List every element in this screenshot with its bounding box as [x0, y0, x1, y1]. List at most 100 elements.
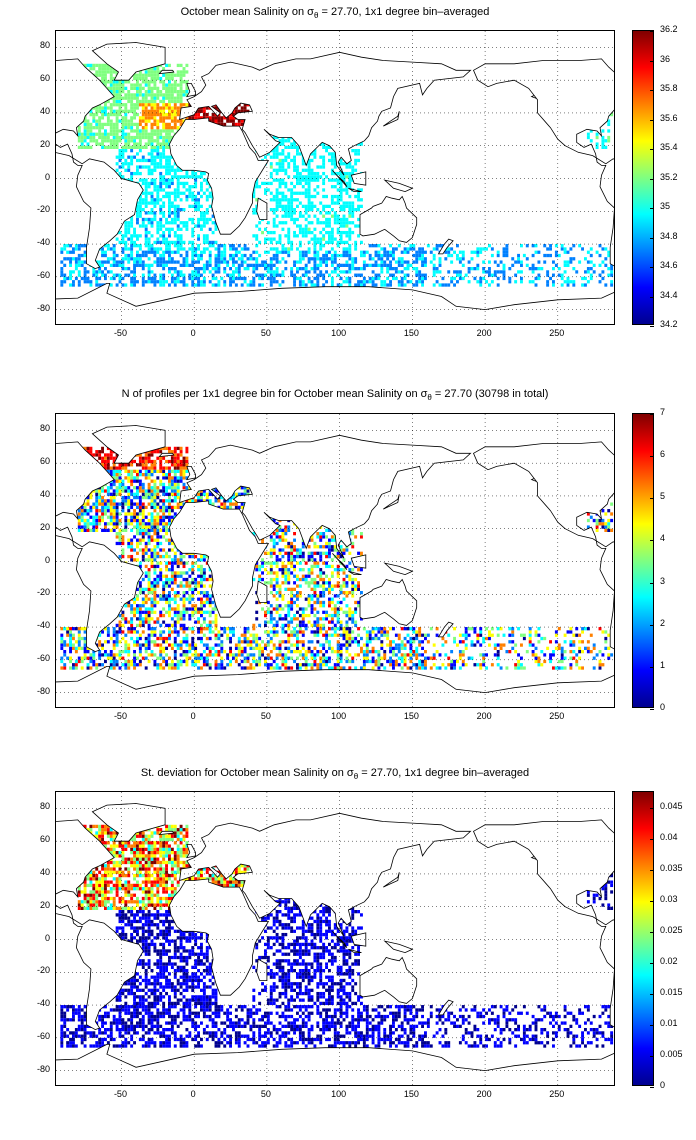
data-cell	[121, 175, 125, 179]
data-cell	[109, 132, 113, 136]
data-cell	[112, 489, 116, 493]
data-cell	[150, 112, 154, 117]
data-cell	[106, 132, 110, 136]
data-cell	[165, 76, 168, 81]
data-cell	[121, 149, 125, 153]
data-cell	[392, 273, 395, 277]
data-cell	[115, 90, 119, 94]
data-cell	[176, 93, 180, 97]
data-cell	[168, 522, 171, 526]
data-cell	[182, 561, 186, 565]
data-cell	[330, 168, 334, 172]
data-cell	[310, 221, 314, 225]
data-cell	[112, 525, 116, 529]
data-cell	[121, 152, 125, 156]
data-cell	[173, 636, 177, 641]
data-cell	[316, 240, 320, 245]
data-cell	[89, 659, 93, 664]
data-cell	[170, 267, 174, 271]
data-cell	[115, 466, 119, 470]
data-cell	[246, 283, 250, 287]
data-cell	[453, 250, 456, 254]
data-cell	[322, 253, 326, 258]
data-cell	[185, 263, 189, 267]
data-cell	[569, 257, 573, 261]
data-cell	[290, 267, 294, 271]
data-cell	[133, 653, 136, 657]
data-cell	[77, 659, 81, 664]
data-cell	[240, 283, 244, 287]
data-cell	[86, 145, 90, 149]
data-cell	[121, 535, 125, 539]
data-cell	[159, 522, 163, 526]
data-cell	[191, 283, 195, 287]
data-cell	[173, 244, 177, 248]
data-cell	[179, 627, 183, 631]
data-cell	[351, 168, 355, 172]
data-cell	[290, 191, 294, 195]
data-cell	[127, 142, 131, 146]
data-cell	[138, 145, 142, 149]
data-cell	[162, 126, 166, 130]
data-cell	[429, 260, 433, 264]
data-cell	[159, 541, 163, 546]
data-cell	[156, 132, 160, 136]
data-cell	[170, 260, 174, 264]
data-cell	[307, 198, 311, 202]
data-cell	[313, 244, 317, 248]
data-cell	[133, 93, 136, 97]
data-cell	[380, 283, 384, 287]
data-cell	[162, 155, 166, 159]
data-cell	[165, 116, 168, 120]
data-cell	[319, 230, 323, 235]
data-cell	[293, 165, 296, 169]
data-cell	[194, 643, 198, 647]
data-cell	[92, 650, 96, 654]
data-cell	[197, 257, 200, 261]
data-cell	[409, 244, 413, 248]
data-cell	[322, 221, 326, 225]
data-cell	[150, 627, 154, 631]
data-cell	[173, 198, 177, 202]
data-cell	[173, 106, 177, 110]
data-cell	[185, 450, 189, 454]
data-cell	[147, 116, 151, 120]
data-cell	[150, 558, 154, 562]
data-cell	[144, 525, 148, 529]
data-cell	[293, 142, 296, 146]
data-cell	[156, 518, 160, 523]
data-cell	[138, 86, 142, 90]
data-cell	[138, 613, 142, 618]
data-cell	[168, 473, 171, 477]
data-cell	[153, 653, 157, 657]
data-cell	[162, 650, 166, 654]
data-cell	[109, 119, 113, 123]
data-cell	[98, 119, 102, 123]
data-cell	[386, 276, 390, 281]
data-cell	[138, 522, 142, 526]
data-cell	[301, 253, 305, 258]
data-cell	[290, 204, 294, 208]
data-cell	[147, 627, 151, 631]
data-cell	[188, 656, 192, 660]
data-cell	[485, 270, 488, 274]
data-cell	[284, 155, 288, 159]
data-cell	[127, 168, 131, 172]
data-cell	[150, 234, 154, 238]
data-cell	[179, 270, 183, 274]
data-cell	[165, 459, 168, 464]
data-cell	[229, 247, 232, 251]
data-cell	[133, 263, 136, 267]
data-cell	[202, 211, 206, 215]
data-cell	[179, 617, 183, 621]
data-cell	[144, 250, 148, 254]
data-cell	[63, 273, 67, 277]
data-cell	[168, 495, 171, 500]
data-cell	[147, 584, 151, 588]
data-cell	[115, 535, 119, 539]
data-cell	[130, 217, 134, 222]
data-cell	[162, 587, 166, 591]
data-cell	[313, 194, 317, 199]
data-cell	[109, 122, 113, 127]
data-cell	[144, 597, 148, 601]
